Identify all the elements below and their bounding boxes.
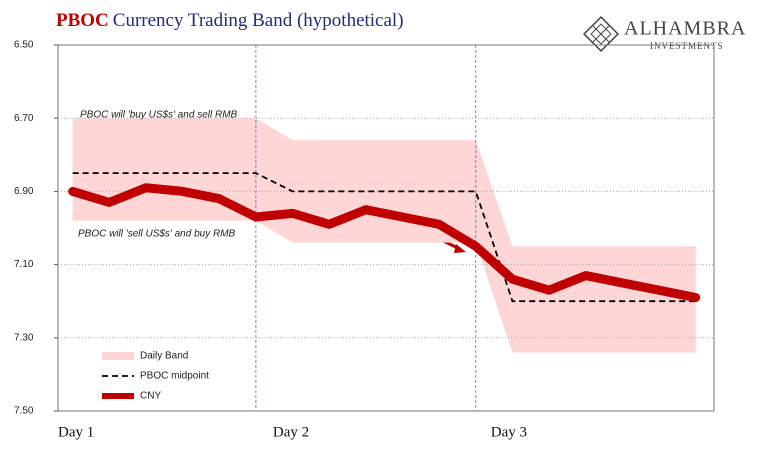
chart-title: PBOC Currency Trading Band (hypothetical) bbox=[56, 10, 404, 31]
daily-band bbox=[72, 118, 696, 353]
logo: ALHAMBRA INVESTMENTS bbox=[582, 15, 746, 53]
y-tick-label: 7.10 bbox=[14, 259, 34, 270]
x-tick-label: Day 2 bbox=[273, 424, 309, 440]
arrow-head bbox=[454, 244, 466, 253]
y-tick-label: 6.50 bbox=[14, 40, 34, 51]
logo-tagline: INVESTMENTS bbox=[650, 41, 724, 51]
legend: Daily Band PBOC midpoint CNY bbox=[102, 351, 209, 402]
legend-label: Daily Band bbox=[140, 351, 188, 362]
legend-swatch bbox=[102, 352, 134, 360]
legend-label: PBOC midpoint bbox=[140, 371, 209, 382]
title-text: Currency Trading Band (hypothetical) bbox=[113, 10, 404, 31]
title-highlight: PBOC bbox=[56, 10, 109, 31]
y-tick-label: 7.30 bbox=[14, 332, 34, 343]
y-tick-label: 6.70 bbox=[14, 113, 34, 124]
y-tick-label: 6.90 bbox=[14, 186, 34, 197]
plot-frame bbox=[57, 44, 715, 412]
y-tick-label: 7.50 bbox=[14, 406, 34, 417]
x-tick-label: Day 3 bbox=[491, 424, 527, 440]
legend-label: CNY bbox=[140, 391, 161, 402]
logo-name: ALHAMBRA bbox=[624, 18, 746, 40]
series-line bbox=[72, 172, 696, 303]
logo-icon bbox=[582, 15, 620, 53]
series-line bbox=[68, 183, 701, 303]
x-tick-label: Day 1 bbox=[58, 424, 94, 440]
annotation: PBOC will 'buy US$s' and sell RMB bbox=[80, 110, 238, 121]
annotation: PBOC will 'sell US$s' and buy RMB bbox=[78, 229, 236, 240]
